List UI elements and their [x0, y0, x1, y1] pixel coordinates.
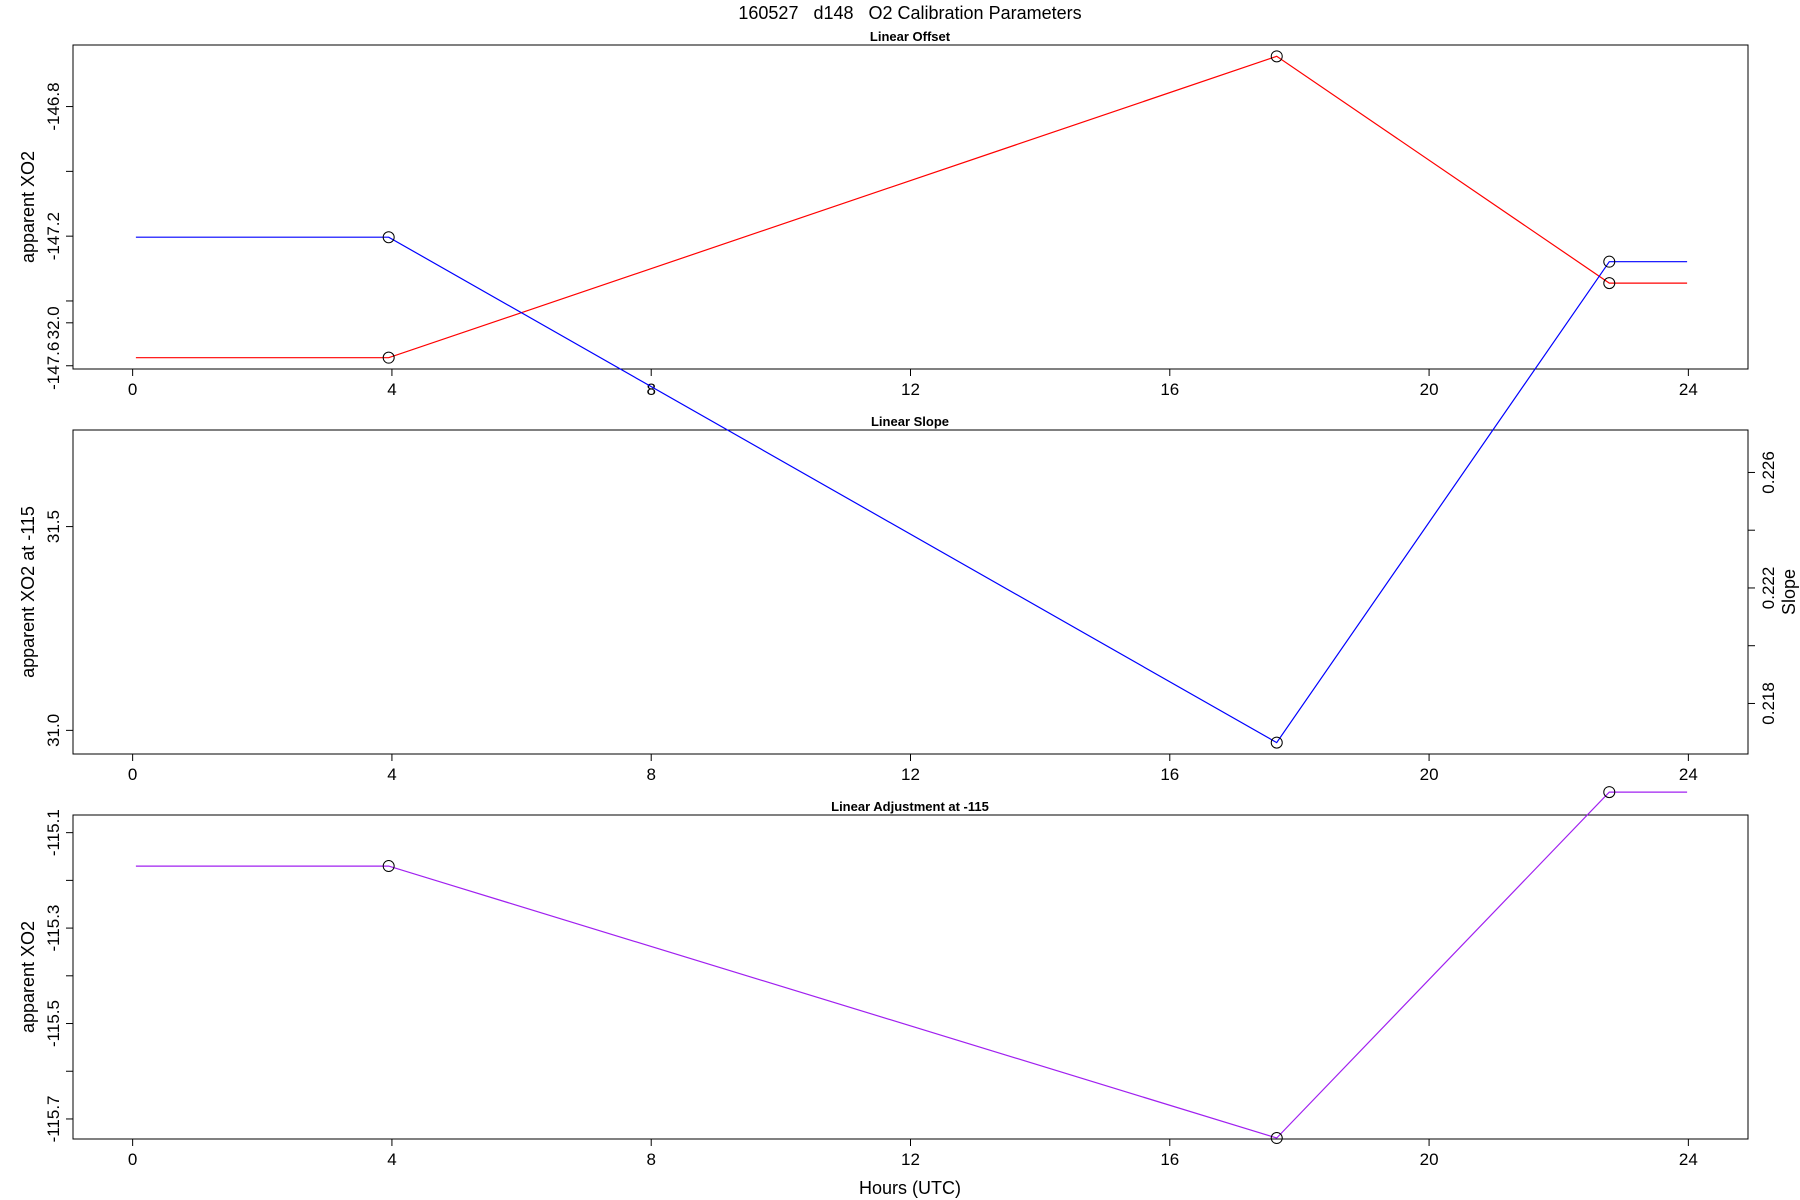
plot-frame [72, 429, 1749, 755]
panel-title: Linear Offset [870, 29, 951, 44]
x-tick-label: 24 [1679, 380, 1698, 399]
data-point-marker [1270, 1132, 1283, 1145]
x-tick-label: 4 [387, 380, 396, 399]
y2-tick-label: 0.222 [1759, 567, 1778, 610]
data-point-marker [1603, 786, 1616, 799]
figure-title: 160527 d148 O2 Calibration Parameters [738, 3, 1081, 23]
plot-frame [72, 814, 1749, 1140]
x-tick-label: 4 [387, 1150, 396, 1169]
series-line [135, 791, 1688, 1139]
x-tick-label: 4 [387, 765, 396, 784]
data-point-marker [1270, 736, 1283, 749]
data-point-marker [1603, 277, 1616, 290]
y-tick-label: -147.6 [44, 342, 63, 390]
x-tick-label: 0 [128, 1150, 137, 1169]
y2-tick-label: 0.226 [1759, 451, 1778, 494]
series-line [135, 55, 1688, 359]
x-tick-label: 8 [646, 765, 655, 784]
x-tick-label: 0 [128, 380, 137, 399]
y-tick-label: 31.0 [44, 714, 63, 747]
y-tick-label: -115.1 [44, 809, 63, 856]
y2-tick-label: 0.218 [1759, 682, 1778, 725]
x-tick-label: 20 [1420, 765, 1439, 784]
panel-title: Linear Slope [871, 414, 949, 429]
x-tick-label: 0 [128, 765, 137, 784]
y-tick-label: -115.3 [44, 905, 63, 952]
data-point-marker [1603, 255, 1616, 268]
x-tick-label: 20 [1420, 1150, 1439, 1169]
panel-linear-offset: Linear Offset 0 4 8 12 16 20 24 -147.6 -147.2 -14… [18, 29, 1749, 399]
y-tick-label: -115.7 [44, 1095, 63, 1142]
data-point-marker [382, 351, 395, 364]
x-tick-label: 16 [1160, 380, 1179, 399]
y-axis-label: apparent XO2 [18, 921, 38, 1033]
series-line [135, 236, 1688, 744]
data-point-marker [382, 860, 395, 873]
x-tick-label: 24 [1679, 1150, 1698, 1169]
x-tick-label: 24 [1679, 765, 1698, 784]
panel-title: Linear Adjustment at -115 [831, 799, 989, 814]
x-tick-label: 20 [1420, 380, 1439, 399]
x-tick-label: 8 [646, 380, 655, 399]
panel-linear-slope: Linear Slope 0 4 8 12 16 20 24 31.0 31.5 32.0 0.21… [18, 231, 1799, 784]
y-axis-label: apparent XO2 [18, 151, 38, 263]
y-tick-label: -147.2 [44, 212, 63, 260]
panel-linear-adjustment: Linear Adjustment at -115 0 4 8 12 16 20 24 -11… [18, 786, 1749, 1198]
x-tick-label: 12 [901, 765, 920, 784]
x-tick-label: 12 [901, 1150, 920, 1169]
x-tick-label: 16 [1160, 1150, 1179, 1169]
data-point-marker [382, 231, 395, 244]
y-axis-label: apparent XO2 at -115 [18, 506, 38, 678]
x-tick-label: 8 [646, 1150, 655, 1169]
y-tick-label: 31.5 [44, 510, 63, 543]
y2-axis-label: Slope [1779, 569, 1799, 615]
x-tick-label: 16 [1160, 765, 1179, 784]
y-tick-label: 32.0 [44, 306, 63, 339]
x-tick-label: 12 [901, 380, 920, 399]
y-tick-label: -115.5 [44, 1000, 63, 1047]
x-axis-label: Hours (UTC) [859, 1178, 961, 1198]
y-tick-label: -146.8 [44, 82, 63, 130]
data-point-marker [1270, 50, 1283, 63]
